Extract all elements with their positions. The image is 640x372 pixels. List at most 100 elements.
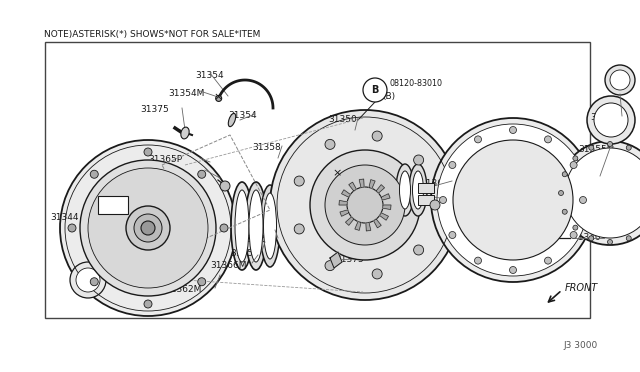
Text: J3 3000: J3 3000 xyxy=(564,340,598,350)
Bar xyxy=(98,196,128,214)
Bar xyxy=(418,195,434,205)
Polygon shape xyxy=(349,182,356,191)
Text: ×: × xyxy=(213,92,223,102)
Ellipse shape xyxy=(235,190,249,262)
Text: 31375: 31375 xyxy=(335,256,364,264)
Text: 31361: 31361 xyxy=(406,196,435,205)
Text: 31354: 31354 xyxy=(228,112,257,121)
Circle shape xyxy=(325,165,405,245)
Text: B: B xyxy=(371,85,379,95)
Text: 31344: 31344 xyxy=(50,214,79,222)
Circle shape xyxy=(579,196,586,203)
Circle shape xyxy=(76,268,100,292)
Circle shape xyxy=(627,236,631,241)
Text: 31354M: 31354M xyxy=(168,89,204,97)
Circle shape xyxy=(570,161,577,169)
Ellipse shape xyxy=(249,190,263,262)
Text: 31362: 31362 xyxy=(420,179,449,187)
Circle shape xyxy=(589,236,594,241)
Circle shape xyxy=(449,161,456,169)
Circle shape xyxy=(372,131,382,141)
Ellipse shape xyxy=(409,164,427,216)
Circle shape xyxy=(141,221,155,235)
Circle shape xyxy=(562,209,567,214)
Circle shape xyxy=(144,300,152,308)
Circle shape xyxy=(198,170,205,178)
Circle shape xyxy=(545,136,552,143)
Circle shape xyxy=(198,278,205,286)
Polygon shape xyxy=(342,190,350,197)
Ellipse shape xyxy=(181,127,189,139)
Circle shape xyxy=(437,124,589,276)
Circle shape xyxy=(88,168,208,288)
Circle shape xyxy=(68,224,76,232)
Ellipse shape xyxy=(245,182,267,270)
Circle shape xyxy=(90,170,99,178)
Circle shape xyxy=(347,187,383,223)
Circle shape xyxy=(70,262,106,298)
Circle shape xyxy=(607,240,612,244)
Text: 31350: 31350 xyxy=(328,115,356,125)
Circle shape xyxy=(562,172,567,177)
Circle shape xyxy=(573,156,578,161)
Text: 31354: 31354 xyxy=(195,71,223,80)
Circle shape xyxy=(605,65,635,95)
Text: (B): (B) xyxy=(382,93,395,102)
Circle shape xyxy=(449,231,456,238)
Circle shape xyxy=(430,200,440,210)
Circle shape xyxy=(294,224,304,234)
Circle shape xyxy=(126,206,170,250)
Text: 08120-83010: 08120-83010 xyxy=(390,78,443,87)
Circle shape xyxy=(570,231,577,238)
Circle shape xyxy=(413,155,424,165)
Text: 31358: 31358 xyxy=(252,144,281,153)
Circle shape xyxy=(440,196,447,203)
Circle shape xyxy=(310,150,420,260)
Circle shape xyxy=(607,141,612,147)
Circle shape xyxy=(587,96,635,144)
Circle shape xyxy=(144,148,152,156)
Text: 31365P: 31365P xyxy=(148,155,182,164)
Circle shape xyxy=(509,266,516,273)
Polygon shape xyxy=(340,210,349,216)
Circle shape xyxy=(565,148,640,238)
Polygon shape xyxy=(339,201,348,205)
Polygon shape xyxy=(381,194,390,200)
Bar xyxy=(418,183,434,193)
Circle shape xyxy=(80,160,216,296)
Text: 31356: 31356 xyxy=(230,248,259,257)
Ellipse shape xyxy=(399,171,410,209)
Polygon shape xyxy=(380,213,388,220)
Circle shape xyxy=(610,70,630,90)
Text: FRONT: FRONT xyxy=(565,283,598,293)
Circle shape xyxy=(453,140,573,260)
Ellipse shape xyxy=(228,113,236,126)
Circle shape xyxy=(413,245,424,255)
Circle shape xyxy=(90,278,99,286)
Ellipse shape xyxy=(264,193,276,259)
Text: 31364: 31364 xyxy=(152,167,180,176)
Circle shape xyxy=(363,78,387,102)
Text: 31341: 31341 xyxy=(98,183,127,192)
Circle shape xyxy=(60,140,236,316)
Circle shape xyxy=(474,257,481,264)
Text: 31362M: 31362M xyxy=(165,285,202,295)
Circle shape xyxy=(220,181,230,191)
Circle shape xyxy=(558,141,640,245)
Circle shape xyxy=(627,145,631,150)
Text: 31366M: 31366M xyxy=(210,260,246,269)
Polygon shape xyxy=(359,179,364,187)
Polygon shape xyxy=(330,252,342,268)
Polygon shape xyxy=(383,205,391,209)
Circle shape xyxy=(372,269,382,279)
Polygon shape xyxy=(376,185,385,193)
Polygon shape xyxy=(346,217,354,225)
Circle shape xyxy=(509,126,516,134)
Circle shape xyxy=(270,110,460,300)
Polygon shape xyxy=(366,222,371,231)
Circle shape xyxy=(594,103,628,137)
Ellipse shape xyxy=(396,164,414,216)
Text: ×: × xyxy=(332,168,342,178)
Circle shape xyxy=(216,96,221,102)
Polygon shape xyxy=(355,222,361,230)
